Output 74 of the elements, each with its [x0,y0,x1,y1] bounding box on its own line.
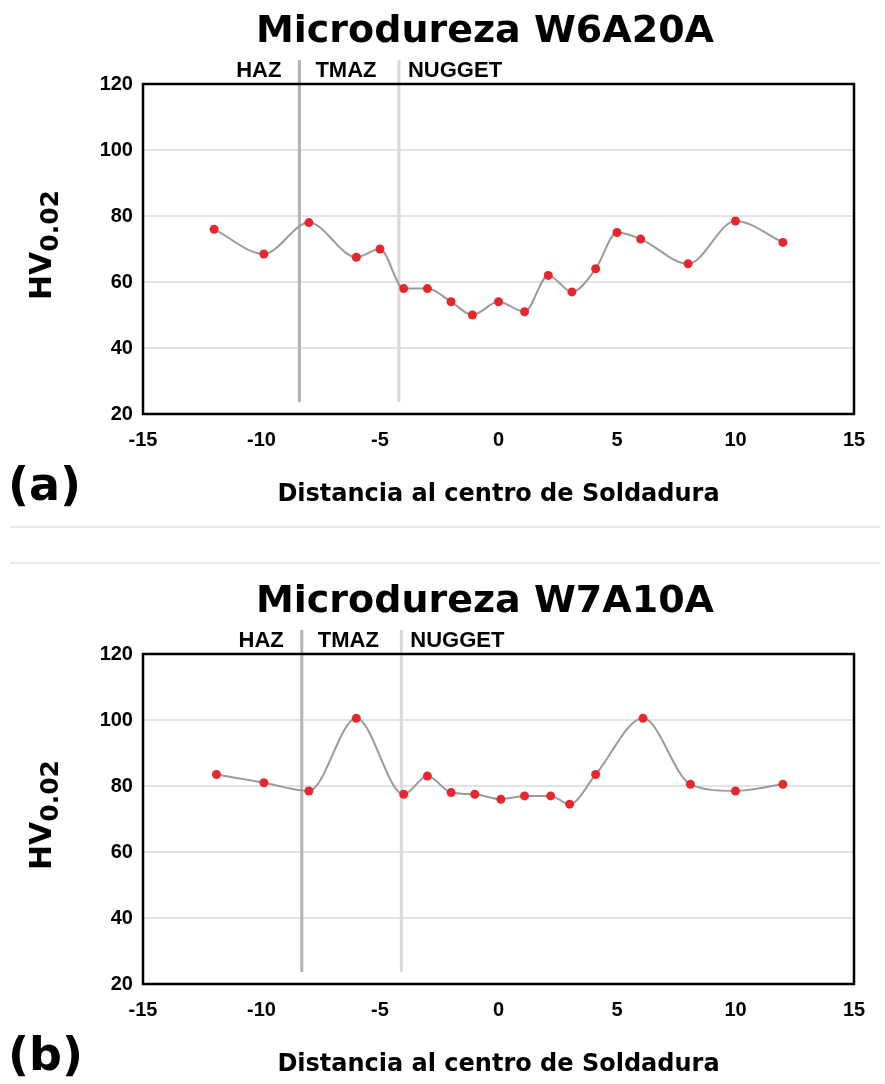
y-tick-label: 20 [110,971,133,994]
point [778,237,788,247]
x-axis-title: Distancia al centro de Soldadura [276,478,721,509]
text: HAZ [236,57,282,83]
point [211,769,221,779]
point [546,791,556,801]
text: (b) [8,1027,83,1081]
point [731,786,740,796]
point [304,218,314,228]
point [520,791,530,801]
y-tick-label: 20 [110,401,133,424]
point [470,789,480,799]
point [351,252,361,262]
x-tick-label: -10 [247,997,276,1020]
point [351,713,361,723]
x-tick-label: 10 [724,427,747,450]
x-tick-label: 10 [724,997,747,1020]
x-tick-label: -5 [371,427,389,450]
point [636,234,646,244]
y-tick-label: 100 [99,137,133,160]
text: NUGGET [407,57,503,83]
point [422,771,432,781]
text: HAZ [238,627,284,653]
point [638,713,648,723]
x-tick-label: -5 [371,997,389,1020]
point [375,244,385,254]
x-tick-label: 0 [492,427,505,450]
y-tick-label: 60 [110,269,133,292]
point [685,779,695,789]
point [259,249,269,259]
point [304,786,314,796]
point [543,270,553,280]
x-tick-label: -15 [128,427,158,450]
point [683,259,693,269]
point [612,228,622,237]
x-tick-label: -15 [128,997,158,1020]
x-tick-label: -10 [247,427,276,450]
x-tick-label: 5 [611,997,623,1020]
point [520,307,530,317]
point [209,224,219,234]
y-tick-label: 80 [110,773,133,796]
y-tick-label: 100 [99,707,133,730]
point [259,778,269,788]
point [494,297,503,307]
point [565,799,575,809]
text: NUGGET [410,627,505,653]
point [496,794,506,804]
point [591,769,601,779]
point [778,779,788,789]
point [399,284,409,294]
x-tick-label: 0 [492,997,505,1020]
y-tick-label: 80 [110,203,133,226]
y-tick-label: 120 [99,71,133,94]
x-tick-label: 15 [842,997,866,1020]
x-tick-label: 15 [842,427,866,450]
point [467,310,477,320]
point [567,287,577,297]
y-tick-label: 120 [99,641,133,664]
point [591,264,601,274]
y-tick-label: 40 [110,335,133,358]
point [422,284,432,294]
text: TMAZ [317,627,379,653]
point [446,788,456,798]
chart-title: Microdureza W6A20A [255,6,715,53]
point [446,297,456,307]
y-tick-label: 60 [110,839,133,862]
chart-title: Microdureza W7A10A [255,576,715,623]
point [399,789,409,799]
point [731,216,740,226]
text: (a) [8,457,82,511]
x-tick-label: 5 [611,427,623,450]
text: TMAZ [315,57,377,83]
x-axis-title: Distancia al centro de Soldadura [276,1048,721,1079]
y-tick-label: 40 [110,905,133,928]
